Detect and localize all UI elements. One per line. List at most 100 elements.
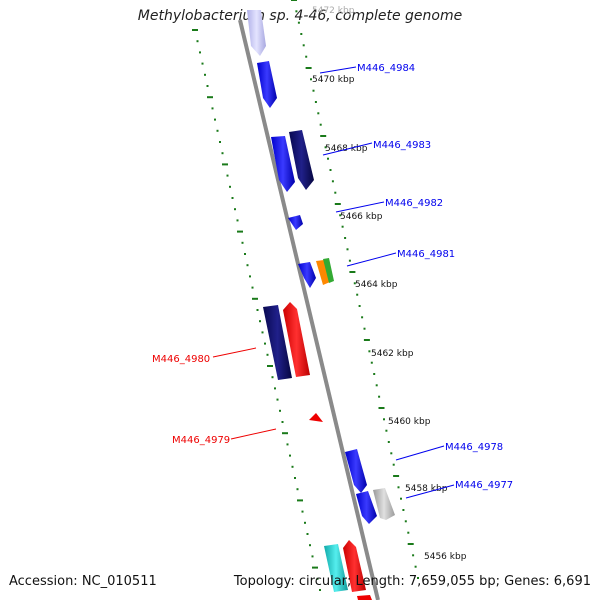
ruler-minor-tick (261, 331, 264, 334)
gene-arrow[interactable] (345, 449, 367, 493)
gene-label[interactable]: M446_4981 (397, 249, 455, 260)
ruler-major-tick (297, 499, 303, 502)
ruler-label: 5470 kbp (312, 75, 355, 85)
gene-label[interactable]: M446_4979 (172, 435, 230, 446)
gene-arrow[interactable] (288, 215, 303, 230)
ruler-minor-tick (306, 533, 309, 535)
ruler-minor-tick (201, 62, 204, 65)
ruler-minor-tick (279, 409, 281, 412)
ruler-minor-tick (234, 208, 236, 211)
ruler-outer (291, 0, 419, 579)
ruler-minor-tick (214, 118, 216, 121)
ruler-minor-tick (281, 421, 284, 423)
ruler-minor-tick (385, 429, 388, 432)
gene-label[interactable]: M446_4983 (373, 140, 431, 151)
ruler-major-tick (192, 29, 198, 31)
gene-arrow[interactable] (356, 491, 377, 524)
ruler-minor-tick (264, 342, 266, 345)
gene-arrow[interactable] (373, 488, 395, 520)
ruler-major-tick (252, 297, 258, 300)
ruler-minor-tick (317, 112, 320, 115)
gene-arrow[interactable] (247, 10, 266, 56)
ruler-minor-tick (390, 452, 393, 455)
gene-arrow[interactable] (263, 305, 292, 380)
gene-arrow[interactable] (309, 413, 323, 422)
ruler-major-tick (334, 203, 341, 205)
ruler-minor-tick (309, 544, 311, 547)
label-leaders (212, 66, 455, 499)
ruler-minor-tick (301, 510, 304, 513)
ruler-major-tick (237, 230, 243, 233)
ruler-minor-tick (324, 146, 327, 149)
ruler-minor-tick (204, 73, 206, 76)
ruler-major-tick (207, 96, 213, 99)
gene-label[interactable]: M446_4980 (152, 354, 210, 365)
ruler-minor-tick (311, 555, 314, 558)
ruler-minor-tick (289, 454, 291, 457)
ruler-minor-tick (407, 531, 410, 534)
ruler-minor-tick (392, 463, 395, 466)
ruler-major-tick (349, 271, 356, 273)
ruler-minor-tick (274, 387, 276, 390)
ruler-minor-tick (319, 123, 322, 126)
ruler-minor-tick (244, 253, 246, 255)
ruler-minor-tick (331, 180, 334, 183)
ruler-major-tick (407, 543, 414, 545)
ruler-minor-tick (358, 305, 361, 307)
gene-label[interactable]: M446_4982 (385, 198, 443, 209)
ruler-minor-tick (402, 509, 405, 511)
ruler-minor-tick (327, 157, 329, 160)
ruler-minor-tick (310, 78, 312, 81)
ruler-minor-tick (219, 141, 221, 143)
ruler-minor-tick (356, 293, 359, 296)
ruler-minor-tick (226, 174, 229, 177)
ruler-minor-tick (206, 85, 209, 87)
ruler-minor-tick (368, 350, 371, 353)
ruler-minor-tick (231, 197, 234, 199)
ruler-minor-tick (334, 191, 337, 194)
ruler-minor-tick (417, 577, 419, 579)
gene-arrow[interactable] (257, 61, 277, 108)
ruler-minor-tick (297, 21, 300, 24)
ruler-minor-tick (246, 264, 249, 267)
ruler-minor-tick (300, 33, 303, 35)
ruler-minor-tick (412, 554, 415, 557)
gene-arrow[interactable] (357, 595, 372, 600)
ruler-label: 5458 kbp (405, 484, 448, 494)
ruler-minor-tick (196, 40, 199, 43)
gene-arrow[interactable] (343, 540, 366, 592)
ruler-minor-tick (370, 361, 373, 364)
leader-line (322, 142, 373, 156)
ruler-major-tick (267, 365, 273, 367)
gene-arrow[interactable] (323, 258, 334, 283)
leader-line (335, 201, 385, 213)
gene-label[interactable]: M446_4977 (455, 480, 513, 491)
ruler-minor-tick (339, 214, 342, 217)
gene-arrow[interactable] (283, 302, 310, 377)
ruler-major-tick (378, 407, 385, 409)
gene-arrow[interactable] (324, 544, 348, 592)
ruler-minor-tick (348, 259, 351, 262)
gene-features-reverse (263, 302, 372, 600)
ruler-minor-tick (344, 237, 347, 239)
ruler-label: 5460 kbp (388, 417, 431, 427)
gene-label[interactable]: M446_4978 (445, 442, 503, 453)
ruler-major-tick (305, 67, 312, 69)
ruler-major-tick (291, 0, 297, 1)
gene-arrow[interactable] (298, 262, 316, 288)
gene-arrow[interactable] (271, 136, 295, 192)
gene-arrow[interactable] (289, 130, 314, 190)
ruler-major-tick (222, 163, 228, 166)
ruler-minor-tick (361, 316, 364, 319)
ruler-minor-tick (353, 282, 356, 285)
ruler-minor-tick (404, 520, 407, 523)
ruler-minor-tick (271, 376, 274, 379)
gene-labels: M446_4984 M446_4983 M446_4982 M446_4981 … (152, 63, 513, 491)
ruler-minor-tick (373, 373, 376, 375)
ruler-label: 5462 kbp (371, 349, 414, 359)
gene-arrow[interactable] (316, 260, 330, 285)
ruler-minor-tick (319, 589, 321, 591)
ruler-minor-tick (229, 185, 231, 188)
ruler-major-tick (320, 135, 327, 137)
gene-label[interactable]: M446_4984 (357, 63, 415, 74)
